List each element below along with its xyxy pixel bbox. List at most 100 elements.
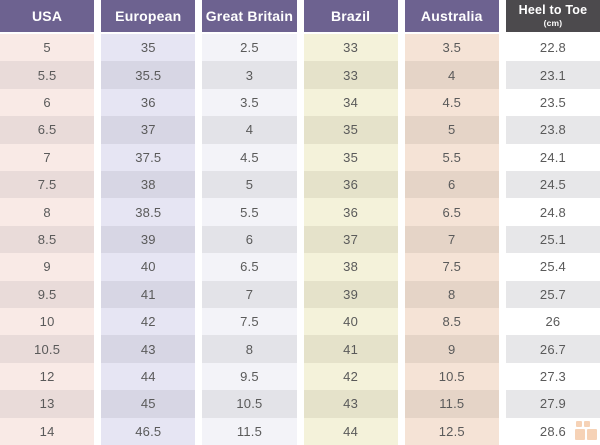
column-header-usa: USA xyxy=(0,0,95,32)
cell-brazil-row-12: 41 xyxy=(303,335,398,363)
cell-usa-row-7: 8 xyxy=(0,198,95,226)
cell-australia-row-8: 7 xyxy=(404,225,499,254)
cell-heel-to-toe-row-7: 24.8 xyxy=(505,198,600,226)
column-brazil: Brazil 33 33 34 35 35 36 36 37 38 39 40 41 42 43 44 xyxy=(303,0,398,445)
cell-brazil-row-15: 44 xyxy=(303,417,398,445)
cell-usa-row-10: 9.5 xyxy=(0,280,95,309)
cell-european-row-10: 41 xyxy=(101,280,196,309)
column-header-label: Heel to Toe xyxy=(518,3,588,18)
cell-usa-row-4: 6.5 xyxy=(0,116,95,144)
cell-heel-to-toe-row-6: 24.5 xyxy=(505,171,600,199)
cell-european-row-5: 37.5 xyxy=(101,143,196,172)
cell-european-row-1: 35 xyxy=(101,34,196,62)
cell-brazil-row-7: 36 xyxy=(303,198,398,226)
cell-brazil-row-13: 42 xyxy=(303,362,398,391)
cell-usa-row-12: 10.5 xyxy=(0,335,95,363)
cell-australia-row-11: 8.5 xyxy=(404,308,499,336)
column-header-label: Brazil xyxy=(330,7,371,24)
cell-european-row-6: 38 xyxy=(101,171,196,199)
column-heel-to-toe: Heel to Toe (cm) 22.8 23.1 23.5 23.8 24.1 24.5 2… xyxy=(505,0,600,445)
cell-heel-to-toe-row-2: 23.1 xyxy=(505,61,600,89)
cell-brazil-row-6: 36 xyxy=(303,171,398,199)
cell-heel-to-toe-row-13: 27.3 xyxy=(505,362,600,391)
cell-brazil-row-1: 33 xyxy=(303,34,398,62)
cell-great-britain-row-11: 7.5 xyxy=(202,308,297,336)
column-header-sublabel: (cm) xyxy=(543,17,563,28)
column-header-brazil: Brazil xyxy=(303,0,398,32)
cell-european-row-15: 46.5 xyxy=(101,417,196,445)
cell-heel-to-toe-row-10: 25.7 xyxy=(505,280,600,309)
cell-australia-row-15: 12.5 xyxy=(404,417,499,445)
column-header-label: Australia xyxy=(420,7,483,24)
cell-great-britain-row-7: 5.5 xyxy=(202,198,297,226)
cell-heel-to-toe-row-11: 26 xyxy=(505,308,600,336)
cell-brazil-row-11: 40 xyxy=(303,308,398,336)
cell-heel-to-toe-row-9: 25.4 xyxy=(505,253,600,281)
cell-australia-row-3: 4.5 xyxy=(404,88,499,117)
cell-heel-to-toe-row-8: 25.1 xyxy=(505,225,600,254)
cell-european-row-9: 40 xyxy=(101,253,196,281)
cell-australia-row-1: 3.5 xyxy=(404,34,499,62)
cell-great-britain-row-15: 11.5 xyxy=(202,417,297,445)
cell-heel-to-toe-row-4: 23.8 xyxy=(505,116,600,144)
cell-european-row-13: 44 xyxy=(101,362,196,391)
cell-usa-row-2: 5.5 xyxy=(0,61,95,89)
cell-australia-row-7: 6.5 xyxy=(404,198,499,226)
column-header-label: European xyxy=(115,7,182,24)
cell-great-britain-row-14: 10.5 xyxy=(202,390,297,418)
cell-brazil-row-10: 39 xyxy=(303,280,398,309)
cell-australia-row-6: 6 xyxy=(404,171,499,199)
cell-great-britain-row-1: 2.5 xyxy=(202,34,297,62)
cell-great-britain-row-9: 6.5 xyxy=(202,253,297,281)
cell-usa-row-8: 8.5 xyxy=(0,225,95,254)
cell-european-row-11: 42 xyxy=(101,308,196,336)
cell-european-row-7: 38.5 xyxy=(101,198,196,226)
cell-great-britain-row-4: 4 xyxy=(202,116,297,144)
cell-brazil-row-2: 33 xyxy=(303,61,398,89)
column-australia: Australia 3.5 4 4.5 5 5.5 6 6.5 7 7.5 8 8.5 9 10.5 11.… xyxy=(404,0,499,445)
cell-heel-to-toe-row-15: 28.6 xyxy=(505,417,600,445)
cell-usa-row-1: 5 xyxy=(0,34,95,62)
cell-usa-row-15: 14 xyxy=(0,417,95,445)
column-header-label: USA xyxy=(32,7,63,24)
cell-brazil-row-8: 37 xyxy=(303,225,398,254)
cell-australia-row-13: 10.5 xyxy=(404,362,499,391)
cell-usa-row-13: 12 xyxy=(0,362,95,391)
cell-australia-row-14: 11.5 xyxy=(404,390,499,418)
column-european: European 35 35.5 36 37 37.5 38 38.5 39 40 41 42 43 44… xyxy=(101,0,196,445)
cell-usa-row-9: 9 xyxy=(0,253,95,281)
cell-australia-row-2: 4 xyxy=(404,61,499,89)
cell-heel-to-toe-row-1: 22.8 xyxy=(505,34,600,62)
cell-heel-to-toe-row-14: 27.9 xyxy=(505,390,600,418)
cell-usa-row-14: 13 xyxy=(0,390,95,418)
column-header-heel-to-toe: Heel to Toe (cm) xyxy=(505,0,600,32)
column-header-label: Great Britain xyxy=(205,7,294,24)
cell-great-britain-row-13: 9.5 xyxy=(202,362,297,391)
cell-european-row-3: 36 xyxy=(101,88,196,117)
cell-australia-row-4: 5 xyxy=(404,116,499,144)
cell-great-britain-row-8: 6 xyxy=(202,225,297,254)
cell-usa-row-11: 10 xyxy=(0,308,95,336)
column-header-great-britain: Great Britain xyxy=(202,0,297,32)
cell-great-britain-row-12: 8 xyxy=(202,335,297,363)
cell-european-row-2: 35.5 xyxy=(101,61,196,89)
cell-usa-row-5: 7 xyxy=(0,143,95,172)
cell-european-row-14: 45 xyxy=(101,390,196,418)
cell-australia-row-5: 5.5 xyxy=(404,143,499,172)
cell-heel-to-toe-row-3: 23.5 xyxy=(505,88,600,117)
column-header-australia: Australia xyxy=(404,0,499,32)
cell-brazil-row-9: 38 xyxy=(303,253,398,281)
cell-european-row-12: 43 xyxy=(101,335,196,363)
cell-heel-to-toe-row-5: 24.1 xyxy=(505,143,600,172)
cell-brazil-row-14: 43 xyxy=(303,390,398,418)
cell-australia-row-12: 9 xyxy=(404,335,499,363)
cell-european-row-8: 39 xyxy=(101,225,196,254)
cell-great-britain-row-5: 4.5 xyxy=(202,143,297,172)
cell-brazil-row-3: 34 xyxy=(303,88,398,117)
cell-great-britain-row-2: 3 xyxy=(202,61,297,89)
column-great-britain: Great Britain 2.5 3 3.5 4 4.5 5 5.5 6 6.5 7 7.5 8 9.5… xyxy=(202,0,297,445)
cell-great-britain-row-10: 7 xyxy=(202,280,297,309)
cell-great-britain-row-6: 5 xyxy=(202,171,297,199)
cell-heel-to-toe-row-12: 26.7 xyxy=(505,335,600,363)
